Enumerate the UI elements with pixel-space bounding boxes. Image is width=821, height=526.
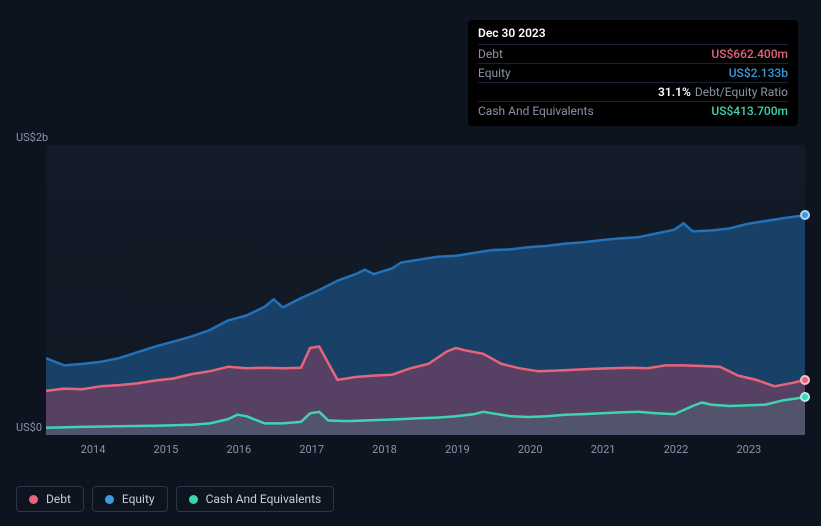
ratio-suffix: Debt/Equity Ratio bbox=[695, 85, 788, 99]
chart-legend: Debt Equity Cash And Equivalents bbox=[16, 486, 334, 512]
series-end-marker bbox=[800, 392, 810, 402]
tooltip-label: Cash And Equivalents bbox=[478, 104, 691, 118]
x-axis-label: 2014 bbox=[81, 443, 106, 456]
legend-item-debt[interactable]: Debt bbox=[16, 486, 84, 512]
x-axis-label: 2015 bbox=[154, 443, 179, 456]
tooltip-row: 31.1% Debt/Equity Ratio bbox=[478, 82, 788, 101]
legend-label: Cash And Equivalents bbox=[206, 492, 322, 506]
x-axis-label: 2016 bbox=[226, 443, 251, 456]
chart-tooltip: Dec 30 2023 Debt US$662.400mEquity US$2.13… bbox=[468, 20, 798, 126]
tooltip-value: US$2.133b bbox=[729, 66, 788, 80]
tooltip-label: Equity bbox=[478, 66, 709, 80]
tooltip-row: Debt US$662.400m bbox=[478, 44, 788, 63]
x-axis-label: 2022 bbox=[664, 443, 689, 456]
chart-svg bbox=[46, 145, 805, 435]
plot-area[interactable] bbox=[46, 145, 805, 435]
tooltip-row: Equity US$2.133b bbox=[478, 63, 788, 82]
series-end-marker bbox=[800, 210, 810, 220]
legend-dot-icon bbox=[29, 495, 38, 504]
x-axis-label: 2023 bbox=[736, 443, 761, 456]
legend-item-equity[interactable]: Equity bbox=[92, 486, 168, 512]
tooltip-label bbox=[478, 85, 658, 99]
tooltip-value: US$662.400m bbox=[711, 47, 788, 61]
legend-dot-icon bbox=[189, 495, 198, 504]
legend-dot-icon bbox=[105, 495, 114, 504]
x-axis-label: 2020 bbox=[518, 443, 543, 456]
tooltip-label: Debt bbox=[478, 47, 691, 61]
x-axis-label: 2019 bbox=[445, 443, 470, 456]
series-end-marker bbox=[800, 375, 810, 385]
tooltip-date: Dec 30 2023 bbox=[478, 26, 788, 44]
legend-label: Debt bbox=[46, 492, 71, 506]
legend-item-cash-and-equivalents[interactable]: Cash And Equivalents bbox=[176, 486, 335, 512]
debt-equity-chart: US$2b US$0 2014 2015 2016 2017 2018 2019 2020 202… bbox=[16, 125, 805, 465]
ratio-value: 31.1% bbox=[658, 85, 691, 99]
y-axis-label: US$2b bbox=[16, 131, 42, 144]
tooltip-value: US$413.700m bbox=[711, 104, 788, 118]
x-axis-label: 2021 bbox=[591, 443, 616, 456]
legend-label: Equity bbox=[122, 492, 155, 506]
tooltip-rows: Debt US$662.400mEquity US$2.133b 31.1% Debt/… bbox=[478, 44, 788, 120]
tooltip-row: Cash And Equivalents US$413.700m bbox=[478, 101, 788, 120]
y-axis-label: US$0 bbox=[16, 421, 42, 434]
x-axis-label: 2018 bbox=[372, 443, 397, 456]
x-axis-label: 2017 bbox=[299, 443, 324, 456]
